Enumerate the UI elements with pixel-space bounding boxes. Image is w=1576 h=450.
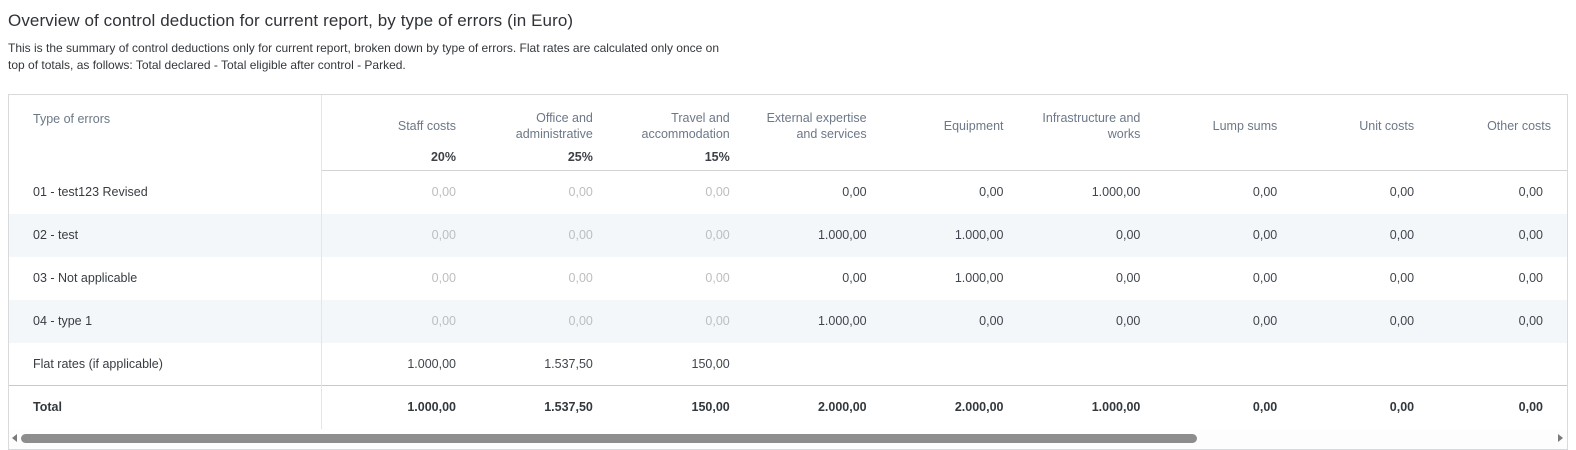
flat-rate-percent-cell: [882, 150, 1020, 171]
value-cell: 0,00: [842, 185, 867, 200]
value-cell: [1156, 343, 1293, 386]
value-cell: 1.000,00: [321, 385, 472, 429]
row-label-cell: 02 - test: [9, 213, 322, 257]
column-header-cell: Staff costs: [397, 118, 456, 133]
row-label-cell: Flat rates (if applicable): [9, 342, 322, 386]
overview-page: Overview of control deduction for curren…: [8, 11, 1568, 450]
value-cell: 0,00: [705, 271, 730, 285]
flat-rate-percent-cell: 20%: [321, 150, 472, 171]
flat-rate-percent-cell: [745, 150, 883, 171]
flat-rate-percent-cell: [1156, 150, 1294, 171]
table-row: Flat rates (if applicable) 1.000,00 1.537,…: [9, 342, 1567, 386]
page-subtitle: This is the summary of control deduction…: [8, 41, 720, 72]
value-cell: 0,00: [321, 213, 472, 257]
value-cell: 0,00: [431, 185, 456, 200]
value-cell: [883, 343, 1020, 386]
table-row: Total 1.000,00 1.537,50 150,00 2.000,00 2.000…: [9, 385, 1567, 429]
value-cell: 0,00: [472, 299, 609, 343]
value-cell: 1.000,00: [745, 213, 883, 257]
table-row: 03 - Not applicable 0,00 0,00 0,00 0,00 1.000…: [9, 256, 1567, 300]
value-cell: 0,00: [321, 299, 472, 343]
value-cell: 0,00: [979, 185, 1004, 200]
value-cell: 1.000,00: [407, 356, 456, 371]
value-cell: 0,00: [1430, 213, 1567, 257]
value-cell: [746, 343, 883, 386]
value-cell: 1.000,00: [954, 271, 1004, 285]
value-cell: [1430, 343, 1567, 386]
value-cell: 0,00: [1252, 185, 1278, 200]
column-header-cell: Office and administrative: [515, 110, 593, 141]
value-cell: 0,00: [608, 213, 746, 257]
column-header-cell: Other costs: [1487, 118, 1551, 133]
flat-rate-percent-cell: [1293, 150, 1431, 171]
value-cell: 0,00: [882, 299, 1020, 343]
horizontal-scrollbar[interactable]: [9, 428, 1567, 449]
value-cell: 0,00: [1518, 185, 1543, 200]
value-cell: 0,00: [1156, 385, 1294, 429]
value-cell: 0,00: [1156, 299, 1294, 343]
table-row: 01 - test123 Revised 0,00 0,00 0,00 0,00 0,00…: [9, 170, 1567, 214]
value-cell: 0,00: [568, 271, 593, 285]
control-deduction-table-container: Type of errors Staff costs Office and admi…: [8, 94, 1568, 450]
column-header-cell: Travel and accommodation: [641, 110, 730, 141]
value-cell: 0,00: [1252, 271, 1278, 285]
column-header-cell: Unit costs: [1359, 118, 1415, 133]
flat-rate-percent-cell: [1019, 150, 1157, 171]
flat-rate-percent-cell: 15%: [608, 150, 746, 171]
value-cell: 1.537,50: [544, 356, 593, 371]
value-cell: 0,00: [1293, 299, 1431, 343]
value-cell: 2.000,00: [745, 385, 883, 429]
row-label-cell: 03 - Not applicable: [9, 256, 322, 300]
value-cell: 0,00: [472, 213, 609, 257]
row-label-cell: Total: [9, 385, 322, 429]
table-row: 02 - test 0,00 0,00 0,00 1.000,00 1.000,00 0,0…: [9, 213, 1567, 257]
scrollbar-right-arrow-icon[interactable]: [1558, 433, 1563, 442]
flat-rate-percent-row: 20% 25% 15%: [9, 150, 1567, 171]
row-label-cell: 01 - test123 Revised: [9, 170, 322, 214]
value-cell: 0,00: [1430, 385, 1567, 429]
value-cell: 0,00: [1389, 185, 1415, 200]
value-cell: 0,00: [431, 271, 456, 285]
value-cell: 0,00: [1518, 271, 1543, 285]
scrollbar-left-arrow-icon[interactable]: [12, 433, 17, 442]
scrollbar-thumb[interactable]: [21, 433, 1197, 443]
flat-rate-percent-cell: [1430, 150, 1567, 171]
value-cell: 0,00: [1430, 299, 1567, 343]
value-cell: 1.000,00: [1019, 385, 1157, 429]
column-header-cell: External expertise and services: [766, 110, 867, 141]
flat-rate-percent-cell: 25%: [472, 150, 609, 171]
table-header: Type of errors Staff costs Office and admi…: [9, 95, 1567, 171]
column-header-cell: Infrastructure and works: [1042, 110, 1141, 141]
value-cell: 0,00: [1156, 213, 1294, 257]
value-cell: 0,00: [1389, 271, 1415, 285]
value-cell: 1.537,50: [472, 385, 609, 429]
value-cell: 0,00: [1019, 299, 1157, 343]
value-cell: 0,00: [1293, 213, 1431, 257]
value-cell: 0,00: [568, 185, 593, 200]
row-label-cell: 04 - type 1: [9, 299, 322, 343]
value-cell: 0,00: [842, 271, 867, 285]
errors-table: Type of errors Staff costs Office and admi…: [9, 95, 1567, 429]
table-row: 04 - type 1 0,00 0,00 0,00 1.000,00 0,00 0,00 0…: [9, 299, 1567, 343]
value-cell: [1020, 343, 1157, 386]
value-cell: 0,00: [608, 299, 746, 343]
column-header-type-of-errors: Type of errors: [9, 95, 322, 171]
page-title: Overview of control deduction for curren…: [8, 11, 574, 30]
column-header-cell: Lump sums: [1212, 118, 1278, 133]
value-cell: 0,00: [1293, 385, 1431, 429]
value-cell: 150,00: [691, 356, 730, 371]
value-cell: 0,00: [1116, 271, 1141, 285]
value-cell: 1.000,00: [882, 213, 1020, 257]
value-cell: 0,00: [1019, 213, 1157, 257]
table-body: 01 - test123 Revised 0,00 0,00 0,00 0,00 0,00…: [9, 170, 1567, 429]
value-cell: 2.000,00: [882, 385, 1020, 429]
value-cell: 1.000,00: [1091, 185, 1141, 200]
value-cell: 0,00: [705, 185, 730, 200]
value-cell: 1.000,00: [745, 299, 883, 343]
value-cell: 150,00: [608, 385, 746, 429]
value-cell: [1293, 343, 1430, 386]
column-header-cell: Equipment: [943, 118, 1004, 133]
